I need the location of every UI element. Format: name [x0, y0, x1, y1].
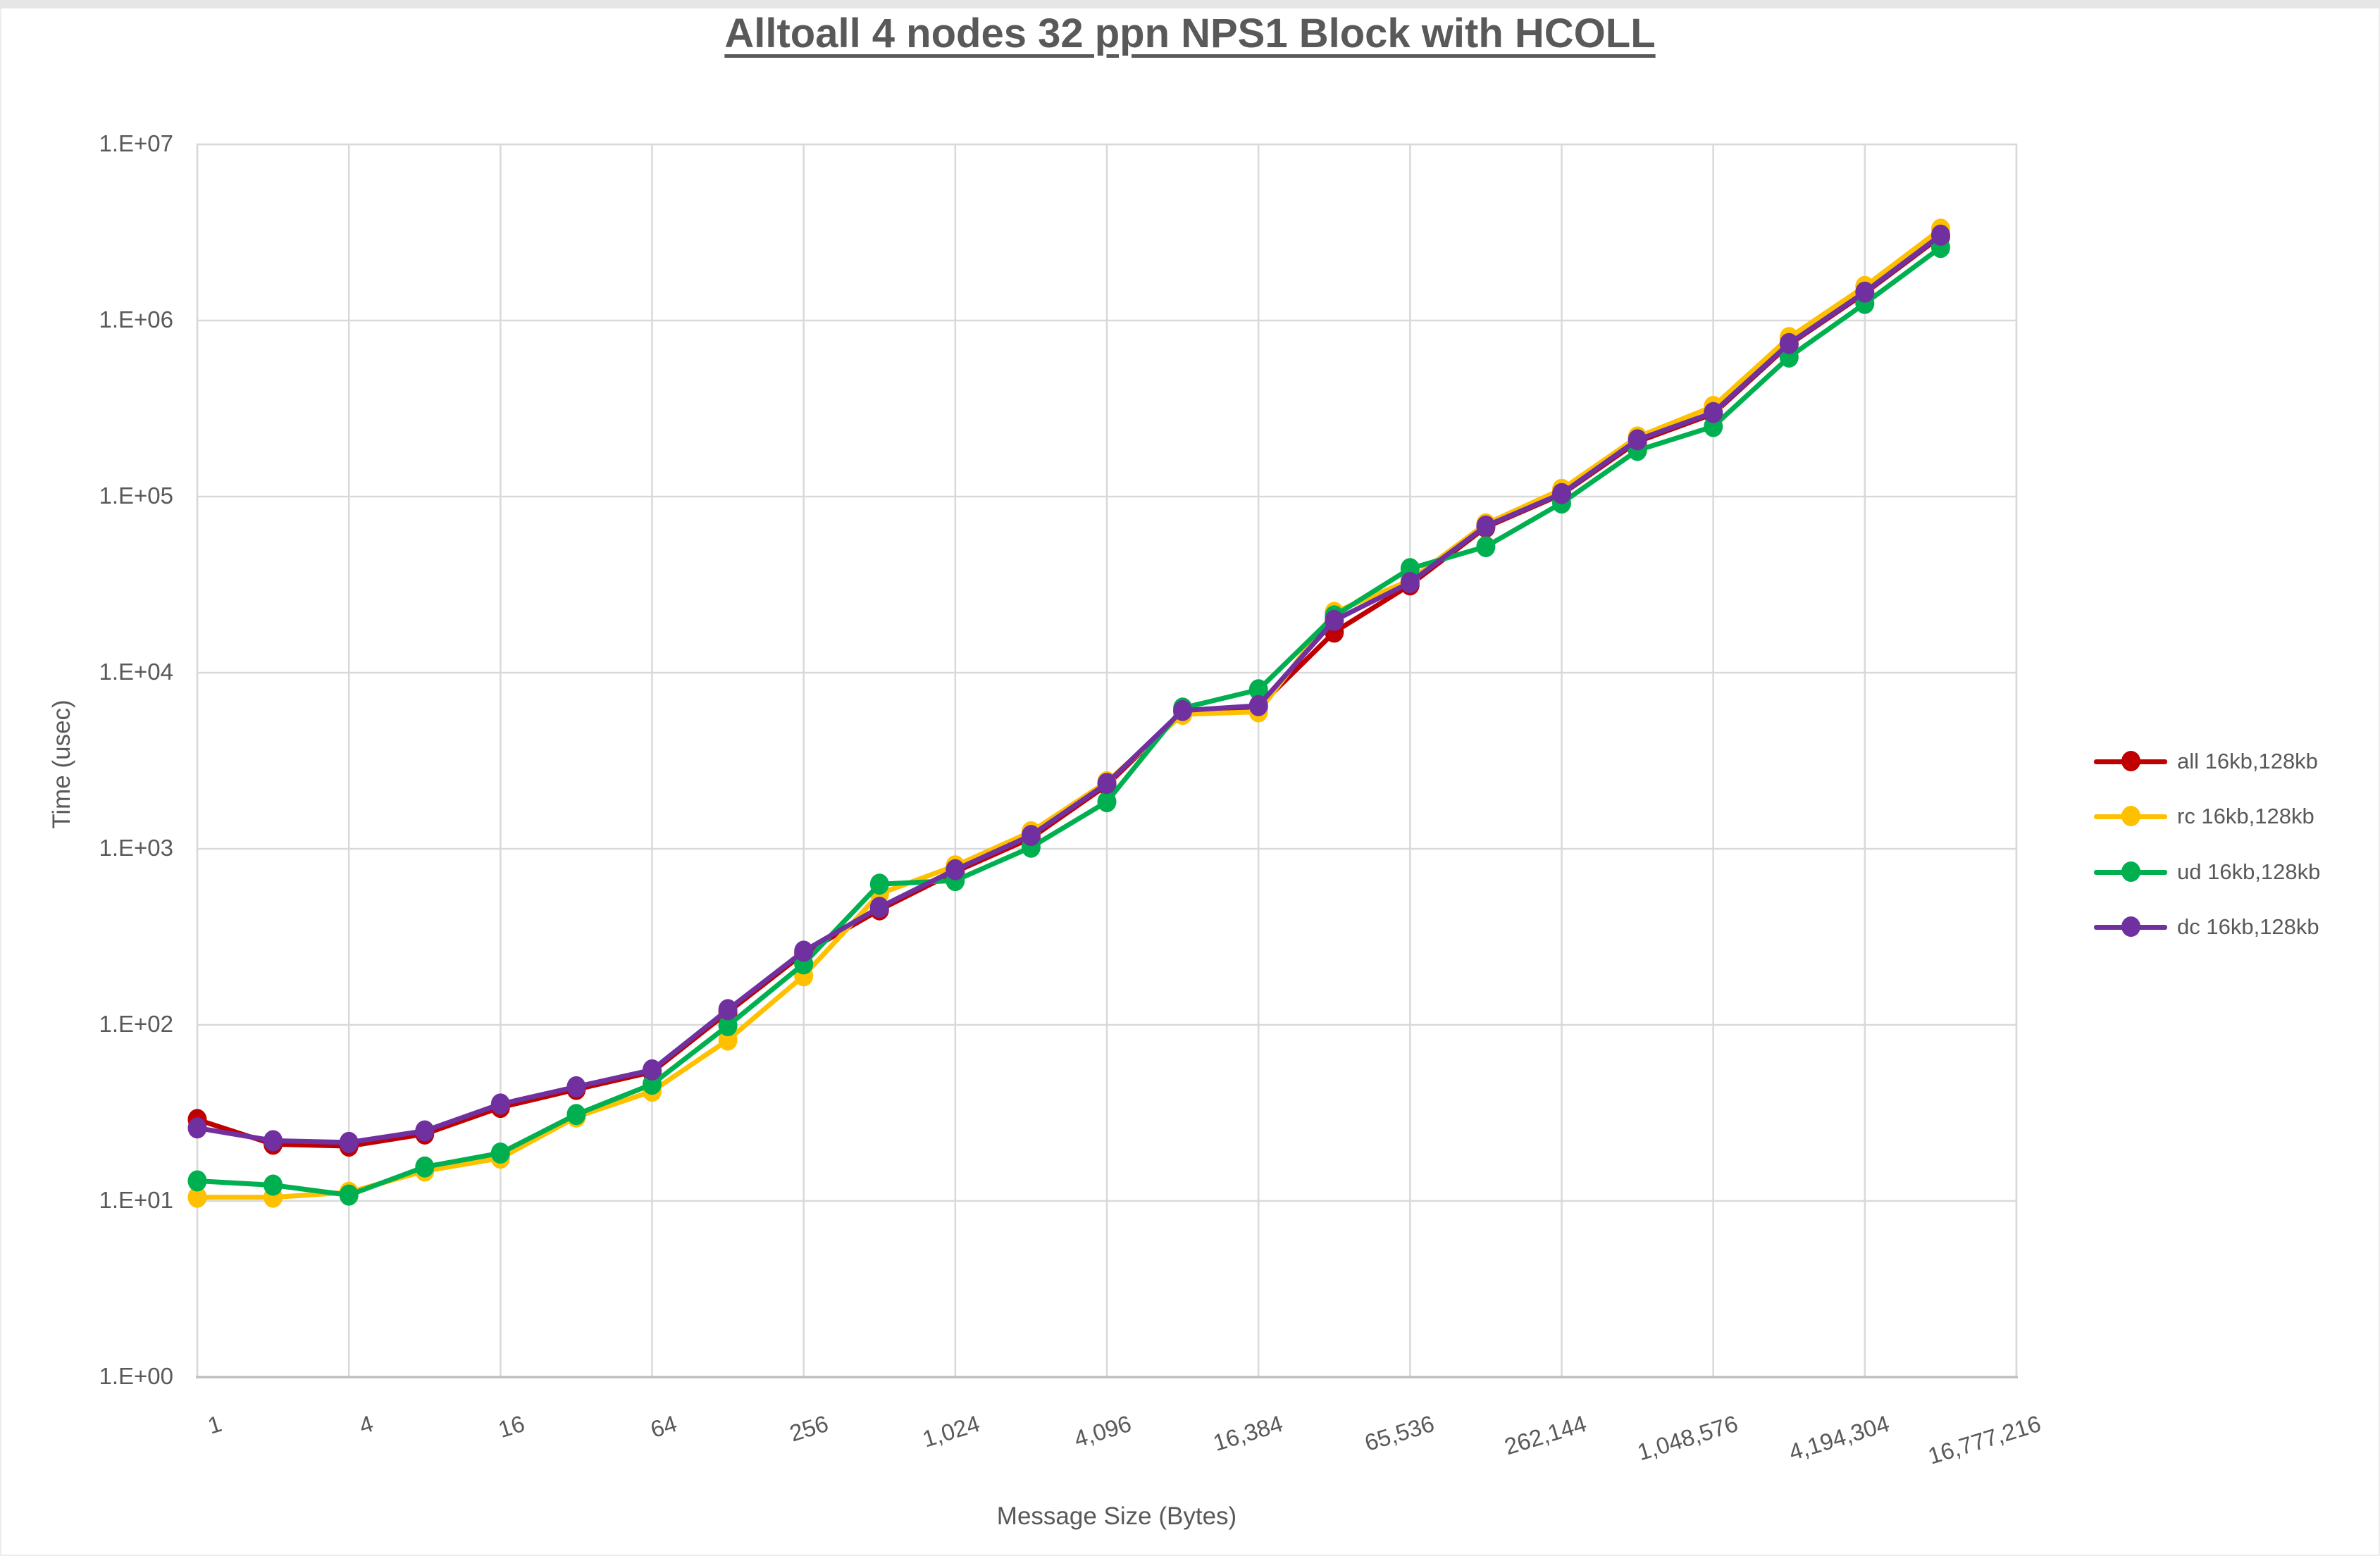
legend-item-label: dc 16kb,128kb — [2177, 914, 2319, 939]
series-marker-dc — [794, 940, 814, 962]
y-tick-label: 1.E+04 — [99, 659, 173, 685]
y-tick-label: 1.E+03 — [99, 835, 173, 861]
series-line-all — [194, 234, 1943, 1149]
series-marker-rc — [187, 1186, 207, 1208]
series-marker-dc — [1855, 281, 1875, 303]
series-marker-ud — [187, 1170, 207, 1192]
series-marker-dc — [1097, 773, 1117, 795]
legend-item-label: rc 16kb,128kb — [2177, 804, 2314, 828]
series-marker-dc — [566, 1076, 586, 1097]
series-marker-ud — [490, 1143, 510, 1164]
series-marker-ud — [1476, 536, 1496, 557]
series-marker-dc — [1552, 483, 1571, 504]
legend-item-label: ud 16kb,128kb — [2177, 859, 2321, 884]
series-marker-dc — [718, 999, 738, 1021]
x-axis-title: Message Size (Bytes) — [996, 1502, 1237, 1530]
y-tick-label: 1.E+01 — [99, 1187, 173, 1213]
top-strip — [0, 0, 2380, 8]
series-marker-dc — [264, 1130, 283, 1152]
series-marker-ud — [415, 1156, 435, 1178]
series-marker-dc — [1704, 402, 1723, 423]
series-marker-ud — [264, 1174, 283, 1196]
series-marker-dc — [490, 1093, 510, 1115]
series-marker-ud — [339, 1184, 359, 1206]
series-line-dc — [194, 232, 1943, 1145]
y-tick-label: 1.E+05 — [99, 483, 173, 509]
series-marker-dc — [1779, 332, 1799, 354]
y-axis-title: Time (usec) — [48, 699, 75, 829]
series-marker-ud — [869, 873, 889, 895]
series-marker-dc — [1248, 695, 1268, 716]
legend-marker-dot — [2121, 916, 2140, 937]
legend-marker-dot — [2121, 861, 2140, 882]
y-tick-label: 1.E+07 — [99, 130, 173, 156]
series-marker-dc — [339, 1131, 359, 1153]
series-marker-dc — [1628, 429, 1647, 451]
chart-title: Alltoall 4 nodes 32 ppn NPS1 Block with … — [724, 11, 1656, 56]
series-marker-dc — [1400, 572, 1420, 593]
series-marker-ud — [566, 1104, 586, 1126]
series-marker-dc — [1173, 699, 1193, 721]
series-marker-dc — [946, 859, 965, 880]
series-marker-dc — [1325, 609, 1344, 631]
series-marker-dc — [1021, 825, 1041, 847]
series-line-rc — [194, 226, 1943, 1200]
y-tick-label: 1.E+02 — [99, 1011, 173, 1037]
legend-marker-dot — [2121, 806, 2140, 826]
y-tick-label: 1.E+00 — [99, 1363, 173, 1389]
series-marker-ud — [718, 1015, 738, 1037]
series-marker-dc — [869, 897, 889, 919]
y-tick-label: 1.E+06 — [99, 306, 173, 332]
series-marker-dc — [1476, 515, 1496, 537]
series-marker-ud — [1097, 791, 1117, 813]
series-marker-dc — [1930, 224, 1950, 246]
legend-item-label: all 16kb,128kb — [2177, 749, 2318, 773]
series-marker-dc — [187, 1117, 207, 1139]
series-marker-dc — [415, 1120, 435, 1142]
series-marker-dc — [643, 1059, 662, 1081]
series-marker-ud — [1248, 679, 1268, 701]
legend-marker-dot — [2121, 751, 2140, 771]
series-line-ud — [194, 244, 1943, 1198]
